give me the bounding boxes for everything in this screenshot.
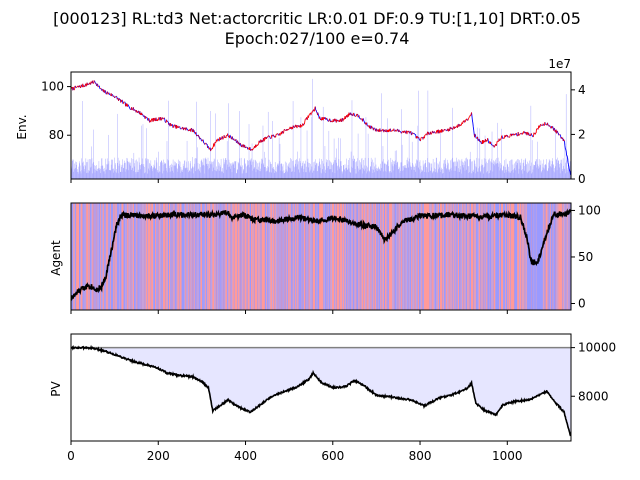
env-volume-offset-label: 1e7 (548, 57, 571, 71)
env-panel: 80 100 0 2 4 (41, 71, 586, 186)
y-tick-label: 0 (578, 296, 586, 310)
y-tick-label: 2 (578, 127, 586, 141)
pv-y-axis-label: PV (49, 380, 63, 396)
x-tick-label: 400 (234, 449, 257, 463)
agent-position-line (70, 208, 572, 301)
figure-title-line-2: Epoch:027/100 e=0.74 (225, 29, 410, 48)
y-tick-label: 100 (578, 203, 601, 217)
portfolio-value-line (70, 344, 572, 437)
x-tick-label: 800 (409, 449, 432, 463)
drawdown-fill (71, 346, 571, 437)
pv-panel: 8000 10000 0 200 400 600 800 1000 (67, 333, 616, 463)
x-tick-label: 200 (147, 449, 170, 463)
y-tick-label: 8000 (578, 389, 609, 403)
plot-frame (70, 333, 572, 442)
y-tick-label: 10000 (578, 341, 616, 355)
env-y-axis-label: Env. (15, 114, 29, 139)
price-up-series (70, 80, 565, 152)
y-tick-label: 50 (578, 250, 593, 264)
agent-y-axis-label: Agent (49, 240, 63, 276)
agent-panel: 0 50 100 (70, 202, 601, 314)
y-tick-label: 0 (578, 172, 586, 186)
y-tick-label: 4 (578, 83, 586, 97)
volume-bars (70, 78, 571, 179)
x-tick-label: 1000 (492, 449, 523, 463)
plot-frame (70, 71, 572, 180)
y-tick-label: 100 (41, 80, 64, 94)
x-tick-label: 600 (321, 449, 344, 463)
figure-title-line-1: [000123] RL:td3 Net:actorcritic LR:0.01 … (53, 9, 581, 28)
y-tick-label: 80 (49, 128, 64, 142)
x-tick-label: 0 (67, 449, 75, 463)
